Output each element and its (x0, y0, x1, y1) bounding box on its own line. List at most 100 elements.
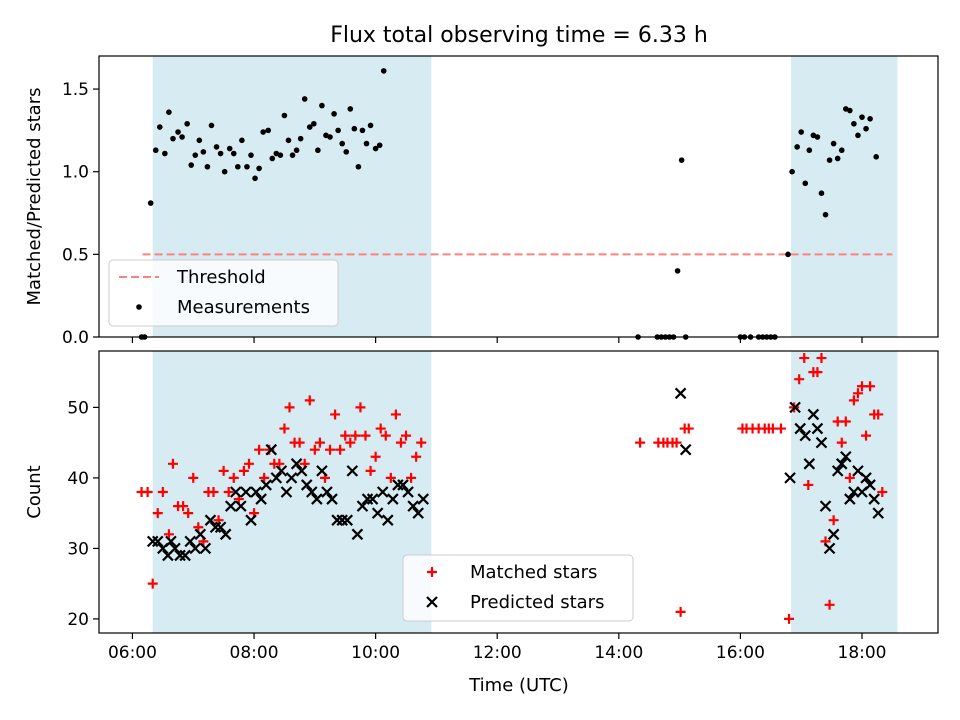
data-point (775, 423, 786, 434)
data-point (270, 472, 283, 484)
data-point (204, 514, 217, 526)
data-point (350, 430, 361, 441)
data-point (275, 465, 288, 477)
data-point (359, 127, 366, 134)
data-point (240, 486, 252, 498)
data-point (193, 522, 204, 533)
data-point (235, 163, 241, 170)
data-point (380, 68, 387, 74)
data-point (269, 155, 276, 162)
data-point (340, 430, 351, 441)
data-point (370, 451, 381, 462)
data-point (835, 458, 848, 470)
y-tick-label: 30 (67, 539, 89, 559)
data-point (864, 479, 876, 491)
data-point (365, 465, 376, 476)
data-point (367, 122, 374, 129)
data-point (375, 423, 386, 434)
data-point (345, 437, 356, 448)
data-point (183, 508, 194, 519)
data-point (867, 116, 873, 122)
data-point (331, 111, 337, 117)
data-point (859, 114, 865, 120)
data-point (194, 528, 207, 541)
data-point (327, 134, 333, 140)
data-point (146, 535, 159, 548)
data-point (179, 549, 191, 562)
data-point (214, 521, 227, 534)
data-point (175, 129, 181, 135)
data-point (265, 127, 272, 134)
data-point (863, 125, 869, 132)
data-point (824, 599, 835, 610)
data-point (392, 479, 404, 491)
data-point (309, 444, 320, 455)
data-point (417, 493, 430, 505)
data-point (316, 465, 328, 477)
data-point (840, 416, 851, 427)
data-point (868, 493, 880, 505)
data-point (675, 606, 686, 617)
data-point (372, 145, 379, 152)
data-point (152, 508, 163, 519)
data-point (416, 437, 427, 448)
data-point (674, 268, 681, 274)
x-tick-label: 08:00 (230, 643, 279, 663)
data-point (311, 120, 317, 127)
data-point (376, 486, 389, 498)
data-point (794, 374, 805, 385)
data-point (285, 472, 298, 484)
data-point (208, 487, 219, 497)
data-point (789, 168, 795, 175)
data-point (152, 147, 159, 154)
ratio-panel: 0.0 0.5 1.0 1.5 Matched/Predicted stars Thres… (24, 55, 939, 348)
data-point (814, 134, 821, 140)
legend-measurements-swatch (136, 304, 142, 310)
data-point (319, 102, 325, 109)
y-tick-label: 0.0 (62, 328, 89, 348)
data-point (244, 163, 250, 170)
data-point (170, 135, 176, 142)
data-point (865, 381, 876, 392)
data-point (178, 501, 189, 512)
data-point (806, 147, 813, 154)
data-point (142, 487, 153, 497)
axes-frame (98, 350, 939, 634)
data-point (395, 437, 406, 448)
data-point (807, 408, 820, 421)
data-point (346, 465, 359, 477)
data-point (290, 458, 303, 470)
data-point (238, 465, 249, 476)
data-point (280, 486, 293, 498)
data-point (815, 436, 828, 449)
data-point (847, 107, 853, 114)
data-point (306, 124, 313, 130)
data-point (390, 409, 401, 420)
data-point (678, 157, 685, 163)
x-tick-label: 12:00 (473, 643, 522, 663)
data-point (192, 152, 199, 158)
data-point (339, 140, 345, 147)
data-point (235, 500, 247, 512)
data-point (351, 528, 364, 541)
data-point (671, 437, 682, 448)
data-point (277, 152, 284, 158)
data-point (204, 163, 211, 170)
data-point (355, 402, 366, 413)
data-point (250, 486, 262, 498)
data-point (162, 150, 168, 157)
data-point (166, 109, 172, 115)
data-point (872, 507, 884, 519)
x-tick-label: 10:00 (351, 643, 400, 663)
data-point (281, 112, 288, 119)
data-point (304, 395, 315, 406)
data-point (230, 150, 237, 157)
data-point (336, 514, 348, 526)
data-point (200, 149, 207, 155)
data-point (798, 129, 805, 135)
data-point (818, 190, 825, 196)
x-tick-label: 16:00 (716, 643, 765, 663)
data-point (784, 613, 795, 624)
legend-box (108, 259, 339, 327)
data-point (635, 437, 646, 448)
